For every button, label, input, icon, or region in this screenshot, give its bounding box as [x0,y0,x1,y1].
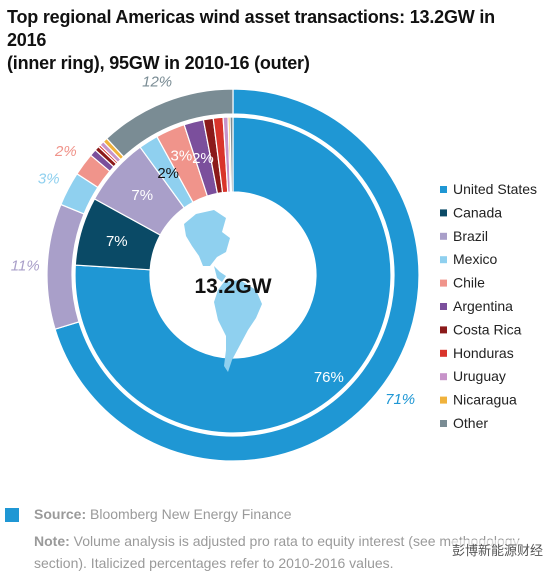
legend-swatch-costa-rica [440,326,447,334]
inner-label-mexico: 2% [157,165,179,182]
legend-label-uruguay: Uruguay [453,368,506,384]
legend-label-honduras: Honduras [453,345,514,361]
inner-label-brazil: 7% [131,187,153,204]
legend-label-nicaragua: Nicaragua [453,392,517,408]
legend-label-canada: Canada [453,204,502,220]
legend: United States Canada Brazil Mexico Chile Arge… [440,181,537,431]
outer-slice-other [105,88,234,158]
legend-swatch-argentina [440,303,447,310]
outer-ring [46,88,420,462]
legend-label-argentina: Argentina [453,298,513,314]
legend-swatch-honduras [440,349,447,357]
note-label: Note: [34,533,70,549]
legend-label-chile: Chile [453,275,485,291]
legend-label-other: Other [453,415,488,431]
legend-label-costa-rica: Costa Rica [453,321,522,337]
legend-label-brazil: Brazil [453,228,488,244]
inner-ring [74,116,392,434]
legend-swatch-nicaragua [440,396,447,404]
footer: Source: Bloomberg New Energy Finance Not… [0,500,551,582]
note-line: Note: Volume analysis is adjusted pro ra… [34,530,544,574]
source-line: Source: Bloomberg New Energy Finance [34,506,292,522]
watermark: 彭博新能源财经 [451,540,543,559]
outer-slice-united-states [54,88,420,462]
americas-map-graphic [184,210,262,372]
legend-label-mexico: Mexico [453,251,498,267]
inner-slice-other [229,116,234,193]
source-text: Bloomberg New Energy Finance [90,506,292,522]
donut-chart: 76%7%7%2%3% 2%71%11%3%2%12% 13.2GW United… [11,73,537,462]
center-total-label: 13.2GW [194,275,271,298]
chart-title-line1: Top regional Americas wind asset transac… [7,7,495,50]
outer-label-mexico: 3% [38,171,60,188]
legend-swatch-mexico [440,256,447,264]
legend-swatch-brazil [440,232,447,240]
slice-labels: 76%7%7%2%3% 2%71%11%3%2%12% [11,73,415,408]
inner-label-chile: 3% [171,148,193,165]
legend-swatch-uruguay [440,373,447,381]
legend-swatch-united-states [440,186,447,193]
source-label: Source: [34,506,87,522]
chart-title-line2: (inner ring), 95GW in 2010-16 (outer) [7,53,310,73]
outer-label-united-states: 71% [385,391,415,408]
legend-swatch-canada [440,209,447,217]
inner-label-united-states: 76% [314,369,344,386]
note-text: Volume analysis is adjusted pro rata to … [34,533,520,571]
outer-label-chile: 2% [54,143,77,160]
inner-label-canada: 7% [106,233,128,250]
legend-label-united-states: United States [453,181,537,197]
outer-label-brazil: 11% [11,257,40,274]
legend-swatch-other [440,420,447,427]
outer-label-other: 12% [142,73,172,90]
inner-label-argentina: 2% [192,150,214,167]
inner-slice-united-states [74,116,392,434]
chart-title: Top regional Americas wind asset transac… [7,6,537,75]
source-marker-icon [5,508,19,522]
legend-swatch-chile [440,279,447,287]
